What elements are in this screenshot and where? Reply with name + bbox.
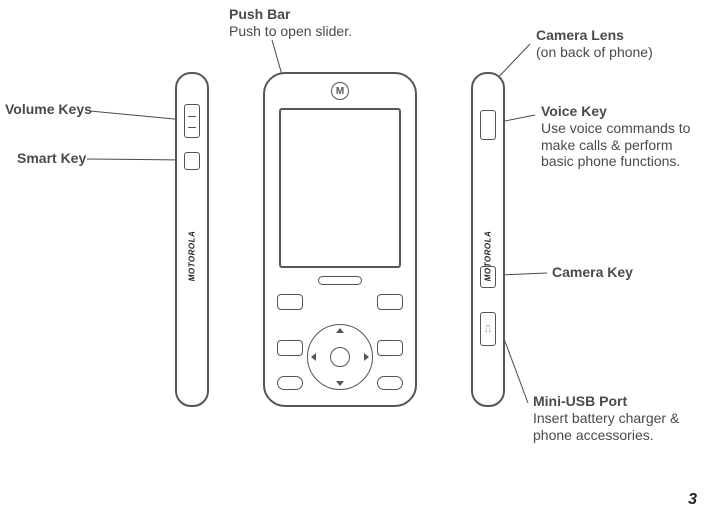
softkey-top-right [377,294,403,310]
usb-title: Mini-USB Port [533,393,703,410]
voice-key-title: Voice Key [541,103,706,120]
label-camera-key: Camera Key [552,264,702,281]
phone-screen [279,108,401,268]
dpad-right-icon [364,353,369,361]
label-volume-keys: Volume Keys [5,101,100,118]
smart-key-button [184,152,200,170]
label-usb-port: Mini-USB Port Insert battery charger & p… [533,393,703,443]
push-bar [318,276,362,285]
brand-text-right: MOTOROLA [484,231,493,282]
camera-lens-title: Camera Lens [536,27,706,44]
dpad-down-icon [336,381,344,386]
phone-left-side: MOTOROLA [175,72,209,407]
mini-usb-port [480,312,496,346]
softkey-mid-right [377,340,403,356]
softkey-top-left [277,294,303,310]
push-bar-title: Push Bar [229,6,429,23]
keypad-area [277,294,403,393]
label-camera-lens: Camera Lens (on back of phone) [536,27,706,61]
voice-key-button [480,110,496,140]
phone-diagram: MOTOROLA M MOTOROLA [175,72,505,407]
push-bar-body: Push to open slider. [229,23,429,40]
phone-right-side: MOTOROLA [471,72,505,407]
phone-front: M [263,72,417,407]
volume-keys-title: Volume Keys [5,101,100,118]
voice-key-body: Use voice commands to make calls & perfo… [541,120,706,170]
dpad-center [330,347,350,367]
softkey-mid-left [277,340,303,356]
brand-text-left: MOTOROLA [188,231,197,282]
motorola-logo-icon: M [331,82,349,100]
end-key [377,376,403,390]
smart-key-title: Smart Key [17,150,97,167]
camera-lens-body: (on back of phone) [536,44,706,61]
dpad [307,324,373,390]
call-key [277,376,303,390]
label-smart-key: Smart Key [17,150,97,167]
label-push-bar: Push Bar Push to open slider. [229,6,429,40]
dpad-up-icon [336,328,344,333]
camera-key-title: Camera Key [552,264,702,281]
usb-body: Insert battery charger & phone accessori… [533,410,703,444]
dpad-left-icon [311,353,316,361]
volume-keys-button [184,104,200,138]
label-voice-key: Voice Key Use voice commands to make cal… [541,103,706,170]
page-number: 3 [688,491,697,509]
